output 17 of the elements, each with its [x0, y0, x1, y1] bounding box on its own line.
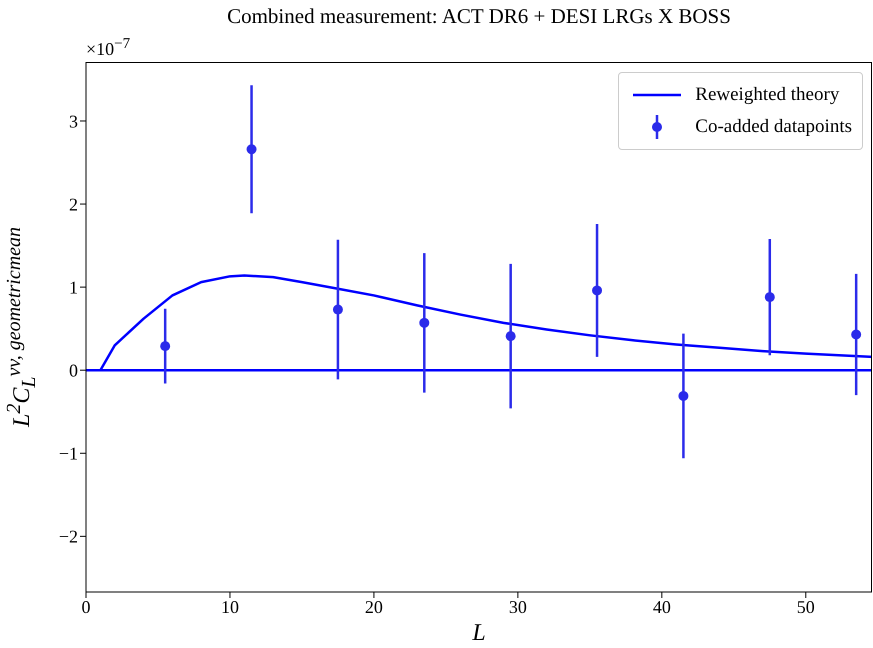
x-axis-title: L — [471, 620, 487, 647]
y-tick-label: 1 — [69, 278, 78, 298]
x-tick-label: 40 — [652, 596, 671, 617]
y-tick-label: 2 — [69, 194, 78, 214]
chart-title: Combined measurement: ACT DR6 + DESI LRGs X BOSS — [226, 4, 732, 29]
x-tick-label: 10 — [220, 596, 239, 617]
x-tick-label: 50 — [796, 596, 815, 617]
x-tick-label: 0 — [82, 596, 90, 617]
legend-label: Co-added datapoints — [695, 116, 852, 138]
y-tick-label: −1 — [58, 444, 78, 464]
text: ×10$^{−7}$ — [86, 36, 130, 60]
x-tick-label: 20 — [364, 596, 383, 617]
y-tick-label: 3 — [69, 111, 78, 132]
y-tick-label: −2 — [58, 526, 78, 547]
legend-label: Reweighted theory — [695, 84, 840, 106]
y-tick-label: 0 — [69, 360, 78, 381]
x-tick-label: 30 — [508, 596, 527, 617]
